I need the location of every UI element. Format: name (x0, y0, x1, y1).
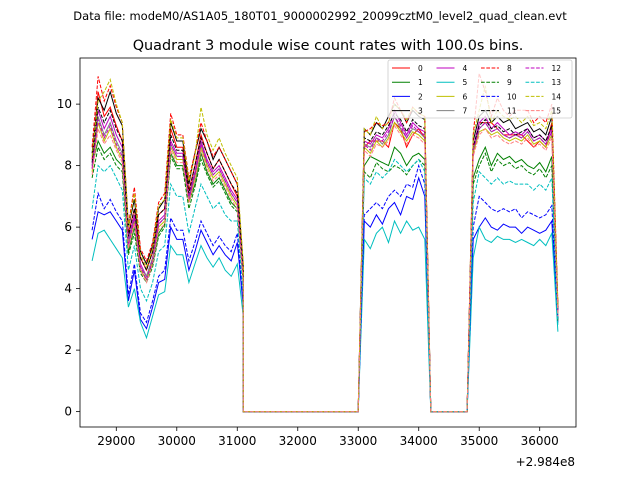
y-tick-label: 4 (64, 282, 72, 296)
x-tick-label: 30000 (158, 434, 196, 448)
y-tick-label: 8 (64, 159, 72, 173)
legend-label-14: 14 (552, 92, 562, 101)
legend-label-10: 10 (507, 92, 517, 101)
series-line-11 (91, 107, 559, 413)
x-tick-label: 34000 (400, 434, 438, 448)
series-lines (91, 73, 559, 413)
legend-label-3: 3 (418, 107, 423, 116)
y-tick-label: 10 (57, 97, 72, 111)
legend-label-4: 4 (463, 64, 468, 73)
legend-label-13: 13 (552, 78, 562, 87)
y-tick-label: 2 (64, 343, 72, 357)
legend-label-12: 12 (552, 64, 562, 73)
legend-label-7: 7 (463, 107, 468, 116)
legend-label-0: 0 (418, 64, 423, 73)
series-line-15 (91, 124, 559, 413)
x-tick-label: 29000 (97, 434, 135, 448)
x-tick-label: 31000 (218, 434, 256, 448)
figure-suptitle: Data file: modeM0/AS1A05_180T01_90000029… (73, 9, 567, 23)
legend-label-2: 2 (418, 92, 423, 101)
x-tick-label: 35000 (460, 434, 498, 448)
axis-ticks: 29000 30000 31000 32000 33000 34000 35000 36000… (57, 97, 559, 448)
chart-title: Quadrant 3 module wise count rates with … (133, 38, 524, 54)
legend-label-5: 5 (463, 78, 468, 87)
y-tick-label: 0 (64, 405, 72, 419)
x-offset-label: +2.984e8 (516, 455, 575, 469)
axes-frame (79, 57, 577, 428)
legend-label-9: 9 (507, 78, 512, 87)
x-tick-label: 33000 (339, 434, 377, 448)
legend-label-1: 1 (418, 78, 423, 87)
legend-label-6: 6 (463, 92, 468, 101)
legend-label-8: 8 (507, 64, 512, 73)
x-tick-label: 32000 (279, 434, 317, 448)
x-tick-label: 36000 (521, 434, 559, 448)
legend-box (387, 59, 573, 119)
y-tick-label: 6 (64, 220, 72, 234)
legend-label-15: 15 (552, 107, 562, 116)
legend-label-11: 11 (507, 107, 517, 116)
